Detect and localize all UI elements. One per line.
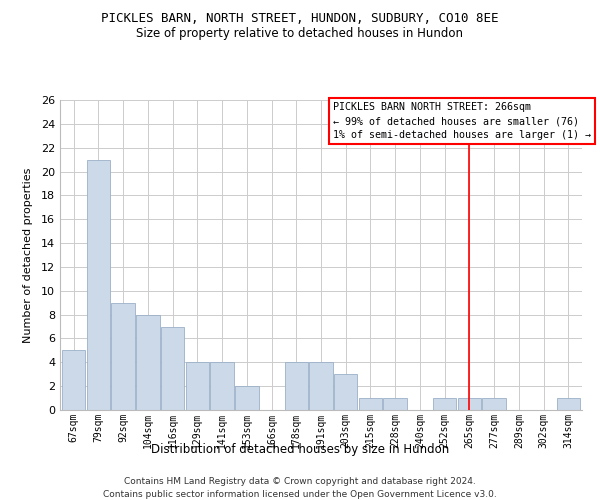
Text: Size of property relative to detached houses in Hundon: Size of property relative to detached ho… <box>137 28 464 40</box>
Bar <box>482 398 506 410</box>
Bar <box>86 160 110 410</box>
Bar <box>235 386 259 410</box>
Bar <box>210 362 234 410</box>
Text: PICKLES BARN, NORTH STREET, HUNDON, SUDBURY, CO10 8EE: PICKLES BARN, NORTH STREET, HUNDON, SUDB… <box>101 12 499 26</box>
Text: PICKLES BARN NORTH STREET: 266sqm
← 99% of detached houses are smaller (76)
1% o: PICKLES BARN NORTH STREET: 266sqm ← 99% … <box>334 102 592 141</box>
Bar <box>62 350 85 410</box>
Bar <box>334 374 358 410</box>
Bar <box>161 326 184 410</box>
Bar <box>458 398 481 410</box>
Bar <box>185 362 209 410</box>
Bar <box>284 362 308 410</box>
Text: Contains public sector information licensed under the Open Government Licence v3: Contains public sector information licen… <box>103 490 497 499</box>
Bar <box>112 302 135 410</box>
Bar <box>383 398 407 410</box>
Text: Distribution of detached houses by size in Hundon: Distribution of detached houses by size … <box>151 442 449 456</box>
Text: Contains HM Land Registry data © Crown copyright and database right 2024.: Contains HM Land Registry data © Crown c… <box>124 478 476 486</box>
Bar <box>433 398 457 410</box>
Bar <box>136 314 160 410</box>
Y-axis label: Number of detached properties: Number of detached properties <box>23 168 32 342</box>
Bar <box>309 362 333 410</box>
Bar <box>557 398 580 410</box>
Bar <box>359 398 382 410</box>
